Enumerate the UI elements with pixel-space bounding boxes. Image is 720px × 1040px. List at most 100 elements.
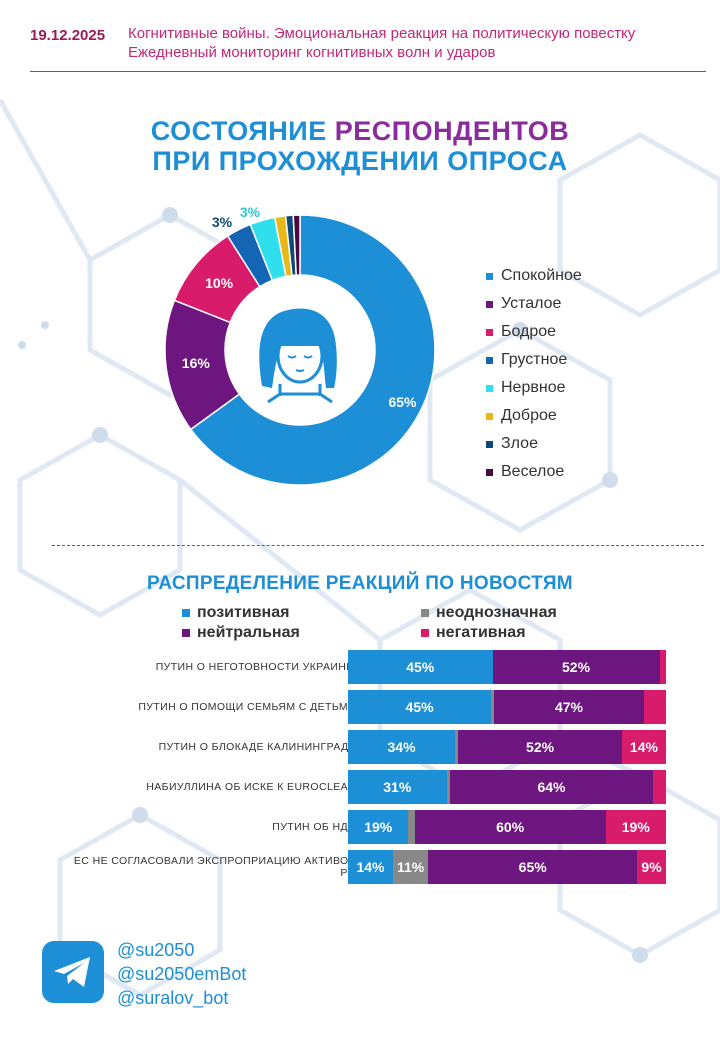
legend-swatch — [486, 440, 493, 448]
bar-track: 45% 47% — [348, 690, 666, 724]
donut-data-label-2: 16% — [182, 355, 211, 371]
donut-data-label-1: 65% — [388, 394, 417, 410]
legend-label: Доброе — [501, 407, 557, 424]
bar-row: ПУТИН О БЛОКАДЕ КАЛИНИНГРАДА 34% 52% 14% — [20, 730, 680, 764]
donut-data-label-5: 3% — [240, 204, 261, 220]
legend-swatch — [486, 300, 493, 308]
bar-data-label: 19% — [364, 819, 393, 835]
bar-segment — [446, 770, 450, 804]
legend-swatch — [486, 356, 493, 364]
bar-track: 14% 11% 65% 9% — [348, 850, 666, 884]
legend-swatch — [421, 609, 429, 617]
bar-row: НАБИУЛЛИНА ОБ ИСКЕ К EUROCLEAR 31% 64% — [20, 770, 680, 804]
bar-segment — [659, 650, 666, 684]
legend-negative: негативная — [421, 624, 526, 642]
legend-label: Злое — [501, 435, 538, 452]
legend-item-8: Веселое — [486, 458, 582, 486]
bar-row: ПУТИН ОБ НДС 19% 60% 19% — [20, 810, 680, 844]
bar-data-label: 64% — [537, 779, 566, 795]
telegram-handle-2[interactable]: @su2050emBot — [117, 964, 247, 984]
bar-segment: 64% — [449, 770, 654, 804]
legend-swatch — [486, 412, 493, 420]
bar-segment: 47% — [494, 690, 644, 724]
bar-track: 19% 60% 19% — [348, 810, 666, 844]
legend-item-3: Бодрое — [486, 318, 582, 346]
donut-chart: 65% 16% 10% 3% 3% — [164, 204, 436, 486]
legend-swatch — [486, 468, 493, 476]
legend-label: Бодрое — [501, 323, 557, 340]
bar-segment: 14% — [621, 730, 666, 764]
header-divider — [30, 71, 706, 72]
telegram-handle-1[interactable]: @su2050 — [117, 940, 195, 960]
bar-segment: 19% — [605, 810, 666, 844]
face-icon — [242, 292, 358, 408]
bar-segment — [408, 810, 415, 844]
header-subtitle: Ежедневный мониторинг когнитивных волн и… — [128, 44, 496, 61]
bar-track: 34% 52% 14% — [348, 730, 666, 764]
legend-item-2: Усталое — [486, 290, 582, 318]
header-title: Когнитивные войны. Эмоциональная реакция… — [128, 25, 636, 42]
bar-segment — [491, 690, 495, 724]
telegram-icon[interactable] — [42, 941, 104, 1003]
bar-data-label: 52% — [526, 739, 555, 755]
legend-ambiguous: неоднозначная — [421, 604, 557, 622]
legend-positive: позитивная — [182, 604, 289, 622]
donut-title-line2: ПРИ ПРОХОЖДЕНИИ ОПРОСА — [152, 146, 568, 176]
donut-data-label-4: 3% — [212, 214, 233, 230]
bar-segment: 14% — [348, 850, 393, 884]
bar-data-label: 47% — [554, 699, 583, 715]
bar-data-label: 60% — [496, 819, 525, 835]
bar-data-label: 34% — [387, 739, 416, 755]
bar-category-label: НАБИУЛЛИНА ОБ ИСКЕ К EUROCLEAR — [146, 781, 356, 793]
legend-swatch — [421, 629, 429, 637]
bar-category-label: ПУТИН ОБ НДС — [272, 821, 356, 833]
bar-segment: 45% — [348, 690, 492, 724]
telegram-handle-3[interactable]: @suralov_bot — [117, 988, 229, 1008]
legend-item-1: Спокойное — [486, 262, 582, 290]
bar-data-label: 9% — [641, 859, 662, 875]
legend-swatch — [182, 609, 190, 617]
bar-segment: 9% — [637, 850, 666, 884]
bar-data-label: 19% — [621, 819, 650, 835]
bar-chart-title: РАСПРЕДЕЛЕНИЕ РЕАКЦИЙ ПО НОВОСТЯМ — [147, 573, 573, 594]
bar-data-label: 45% — [405, 699, 434, 715]
legend-label: негативная — [436, 624, 526, 641]
legend-label: позитивная — [197, 604, 290, 621]
bar-segment: 60% — [414, 810, 606, 844]
donut-legend: Спокойное Усталое Бодрое Грустное Нервное Доб… — [486, 262, 582, 486]
legend-label: неоднозначная — [436, 604, 557, 621]
legend-label: нейтральная — [197, 624, 300, 641]
legend-label: Спокойное — [501, 267, 582, 284]
bar-segment: 45% — [348, 650, 493, 684]
bar-category-label: ПУТИН О БЛОКАДЕ КАЛИНИНГРАДА — [158, 741, 356, 753]
bar-segment — [455, 730, 459, 764]
legend-item-7: Злое — [486, 430, 582, 458]
bar-category-label: ЕС НЕ СОГЛАСОВАЛИ ЭКСПРОПРИАЦИЮ АКТИВОВ … — [73, 855, 356, 879]
bar-segment: 34% — [348, 730, 456, 764]
bar-row: ПУТИН О НЕГОТОВНОСТИ УКРАИНЫ 45% 52% — [20, 650, 680, 684]
bar-data-label: 11% — [397, 859, 425, 875]
bar-segment: 19% — [348, 810, 409, 844]
donut-title-word2: РЕСПОНДЕНТОВ — [334, 116, 570, 146]
bar-track: 31% 64% — [348, 770, 666, 804]
bar-segment — [643, 690, 666, 724]
bar-segment: 31% — [348, 770, 447, 804]
bar-category-label: ПУТИН О НЕГОТОВНОСТИ УКРАИНЫ — [155, 661, 356, 673]
bar-data-label: 31% — [383, 779, 412, 795]
legend-label: Усталое — [501, 295, 562, 312]
donut-data-label-3: 10% — [205, 275, 234, 291]
legend-label: Грустное — [501, 351, 568, 368]
section-divider — [52, 545, 704, 546]
bar-data-label: 14% — [356, 859, 385, 875]
bar-data-label: 52% — [562, 659, 591, 675]
legend-swatch — [182, 629, 190, 637]
bar-row: ЕС НЕ СОГЛАСОВАЛИ ЭКСПРОПРИАЦИЮ АКТИВОВ … — [20, 850, 680, 884]
legend-label: Нервное — [501, 379, 566, 396]
legend-item-6: Доброе — [486, 402, 582, 430]
bar-category-label: ПУТИН О ПОМОЩИ СЕМЬЯМ С ДЕТЬМИ — [138, 701, 356, 713]
legend-item-5: Нервное — [486, 374, 582, 402]
legend-swatch — [486, 328, 493, 336]
bar-row: ПУТИН О ПОМОЩИ СЕМЬЯМ С ДЕТЬМИ 45% 47% — [20, 690, 680, 724]
bar-data-label: 14% — [629, 739, 658, 755]
bar-track: 45% 52% — [348, 650, 666, 684]
